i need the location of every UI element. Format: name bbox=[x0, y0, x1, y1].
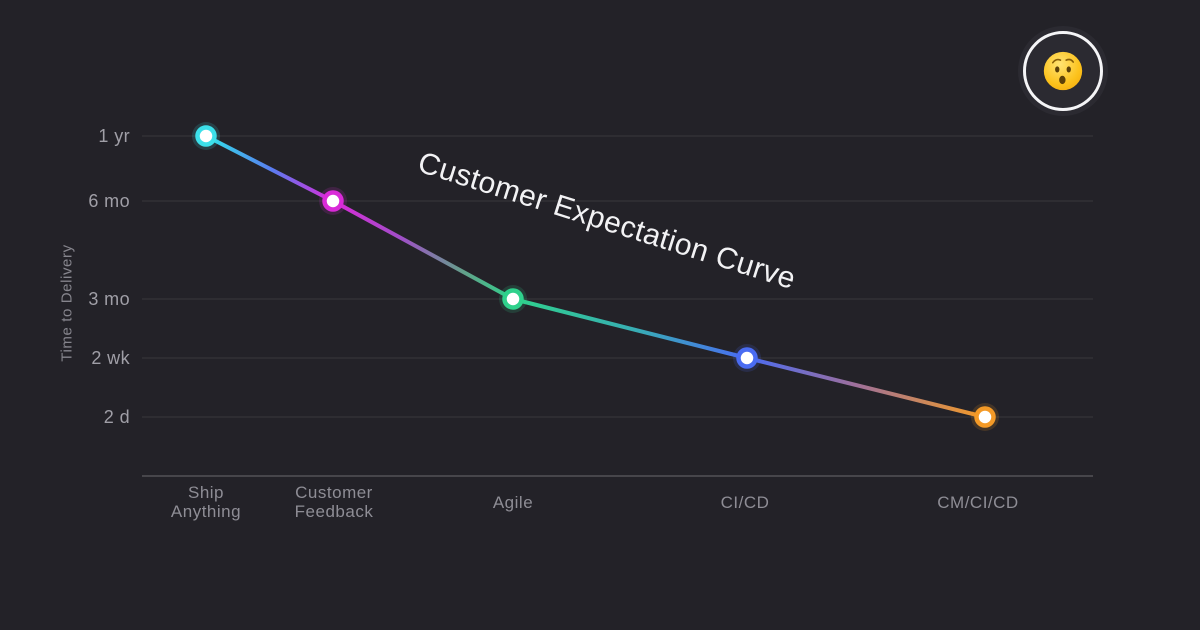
x-tick-line: Anything bbox=[170, 502, 242, 521]
hushed-face-emoji bbox=[1043, 51, 1083, 91]
y-tick-label: 2 wk bbox=[91, 348, 130, 368]
y-tick-label: 6 mo bbox=[88, 191, 130, 211]
x-tick-label: Customer Feedback bbox=[239, 483, 429, 521]
emoji-badge bbox=[1023, 31, 1103, 111]
x-tick-label: Agile bbox=[418, 483, 608, 521]
x-tick-label: CI/CD bbox=[650, 483, 840, 521]
y-tick-label: 3 mo bbox=[88, 289, 130, 309]
data-point bbox=[502, 288, 524, 310]
x-tick-label: Ship Anything bbox=[111, 483, 301, 521]
y-tick-label: 2 d bbox=[103, 407, 130, 427]
x-tick-line: CM/CI/CD bbox=[937, 492, 1019, 512]
data-point bbox=[736, 347, 758, 369]
data-point bbox=[974, 406, 996, 428]
data-line bbox=[204, 134, 987, 419]
data-point bbox=[322, 190, 344, 212]
x-tick-line: Customer bbox=[295, 483, 373, 502]
x-tick-line: CI/CD bbox=[720, 492, 770, 512]
x-tick-line: Ship bbox=[187, 483, 225, 502]
x-tick-label: CM/CI/CD bbox=[883, 483, 1073, 521]
data-point bbox=[195, 125, 217, 147]
y-tick-label: 1 yr bbox=[98, 126, 130, 146]
x-tick-line: Agile bbox=[492, 492, 534, 512]
x-tick-line: Feedback bbox=[294, 502, 374, 521]
